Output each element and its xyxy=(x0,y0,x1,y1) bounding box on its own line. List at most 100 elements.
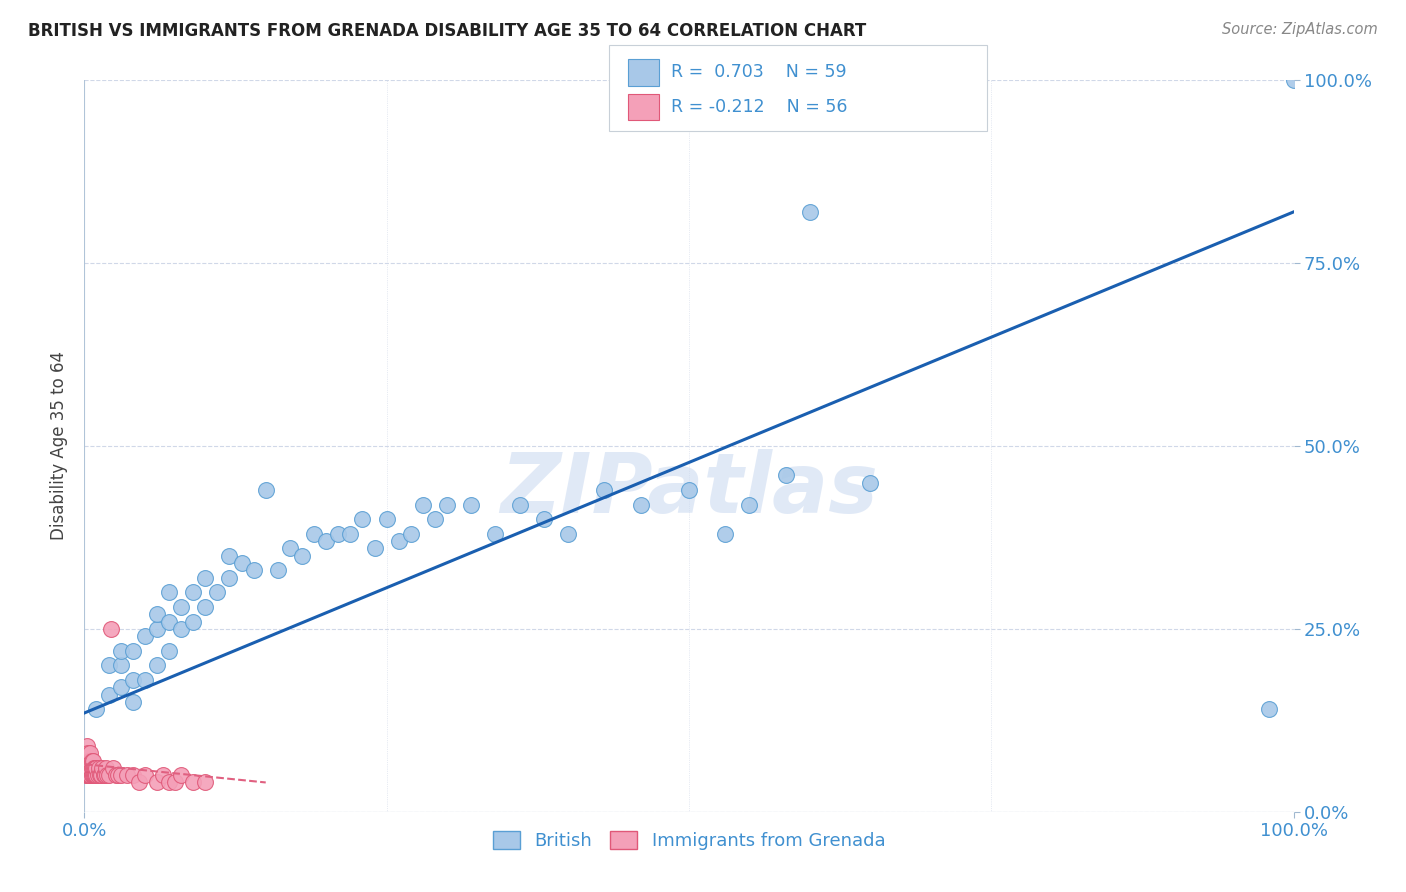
Point xyxy=(157,644,180,658)
Text: BRITISH VS IMMIGRANTS FROM GRENADA DISABILITY AGE 35 TO 64 CORRELATION CHART: BRITISH VS IMMIGRANTS FROM GRENADA DISAB… xyxy=(28,22,866,40)
Point xyxy=(738,498,761,512)
Point xyxy=(80,754,103,768)
Point xyxy=(134,768,156,782)
Text: R =  0.703    N = 59: R = 0.703 N = 59 xyxy=(671,63,846,81)
Point xyxy=(134,673,156,687)
Point xyxy=(165,775,187,789)
Point xyxy=(94,761,117,775)
Point xyxy=(77,754,100,768)
Point xyxy=(97,688,120,702)
Point xyxy=(110,644,132,658)
Point xyxy=(82,761,104,775)
Point xyxy=(77,761,100,775)
Point xyxy=(1282,73,1305,87)
Point xyxy=(714,526,737,541)
Point xyxy=(79,761,101,775)
Point xyxy=(242,563,264,577)
Point xyxy=(128,775,150,789)
Point xyxy=(104,768,127,782)
Point xyxy=(86,761,108,775)
Point xyxy=(86,768,108,782)
Point xyxy=(218,571,240,585)
Point xyxy=(103,761,125,775)
Point xyxy=(115,768,138,782)
Point xyxy=(630,498,652,512)
Point xyxy=(412,498,434,512)
Point xyxy=(267,563,290,577)
Point xyxy=(75,746,97,760)
Point xyxy=(1258,702,1281,716)
Point xyxy=(97,658,120,673)
Point xyxy=(134,629,156,643)
Point xyxy=(146,775,169,789)
Legend: British, Immigrants from Grenada: British, Immigrants from Grenada xyxy=(485,823,893,857)
Point xyxy=(97,768,120,782)
Point xyxy=(107,768,129,782)
Point xyxy=(79,768,101,782)
Point xyxy=(328,526,350,541)
Point xyxy=(146,607,169,622)
Point xyxy=(75,768,97,782)
Point xyxy=(110,681,132,695)
Point xyxy=(79,754,101,768)
Point xyxy=(94,768,117,782)
Point xyxy=(315,534,337,549)
Point xyxy=(302,526,325,541)
Point xyxy=(91,761,114,775)
Point xyxy=(84,768,107,782)
Point xyxy=(181,615,204,629)
Point xyxy=(291,549,314,563)
Point xyxy=(194,571,217,585)
Point xyxy=(484,526,506,541)
Point xyxy=(678,483,700,497)
Point xyxy=(152,768,174,782)
Point xyxy=(76,754,98,768)
Point xyxy=(146,622,169,636)
Point xyxy=(352,512,374,526)
Point xyxy=(207,585,229,599)
Point xyxy=(194,599,217,614)
Point xyxy=(509,498,531,512)
Point xyxy=(170,768,193,782)
Point xyxy=(388,534,411,549)
Point xyxy=(375,512,398,526)
Point xyxy=(181,775,204,789)
Point xyxy=(436,498,458,512)
Point xyxy=(121,695,143,709)
Point xyxy=(77,746,100,760)
Text: Source: ZipAtlas.com: Source: ZipAtlas.com xyxy=(1222,22,1378,37)
Point xyxy=(859,475,882,490)
Point xyxy=(121,673,143,687)
Point xyxy=(77,768,100,782)
Point xyxy=(89,768,111,782)
Point xyxy=(83,761,105,775)
Text: R = -0.212    N = 56: R = -0.212 N = 56 xyxy=(671,98,848,116)
Point xyxy=(170,599,193,614)
Point xyxy=(146,658,169,673)
Point xyxy=(254,483,277,497)
Text: ZIPatlas: ZIPatlas xyxy=(501,450,877,531)
Point xyxy=(76,768,98,782)
Point xyxy=(82,768,104,782)
Point xyxy=(84,761,107,775)
Point xyxy=(76,761,98,775)
Point xyxy=(80,761,103,775)
Point xyxy=(77,761,100,775)
Point xyxy=(533,512,555,526)
Point xyxy=(157,775,180,789)
Point xyxy=(799,205,821,219)
Point xyxy=(86,768,108,782)
Point xyxy=(110,658,132,673)
Point xyxy=(194,775,217,789)
Point xyxy=(96,768,118,782)
Y-axis label: Disability Age 35 to 64: Disability Age 35 to 64 xyxy=(51,351,69,541)
Point xyxy=(775,468,797,483)
Point xyxy=(339,526,361,541)
Point xyxy=(231,556,253,570)
Point xyxy=(100,622,122,636)
Point xyxy=(87,761,110,775)
Point xyxy=(86,702,108,716)
Point xyxy=(593,483,616,497)
Point xyxy=(76,739,98,753)
Point xyxy=(75,761,97,775)
